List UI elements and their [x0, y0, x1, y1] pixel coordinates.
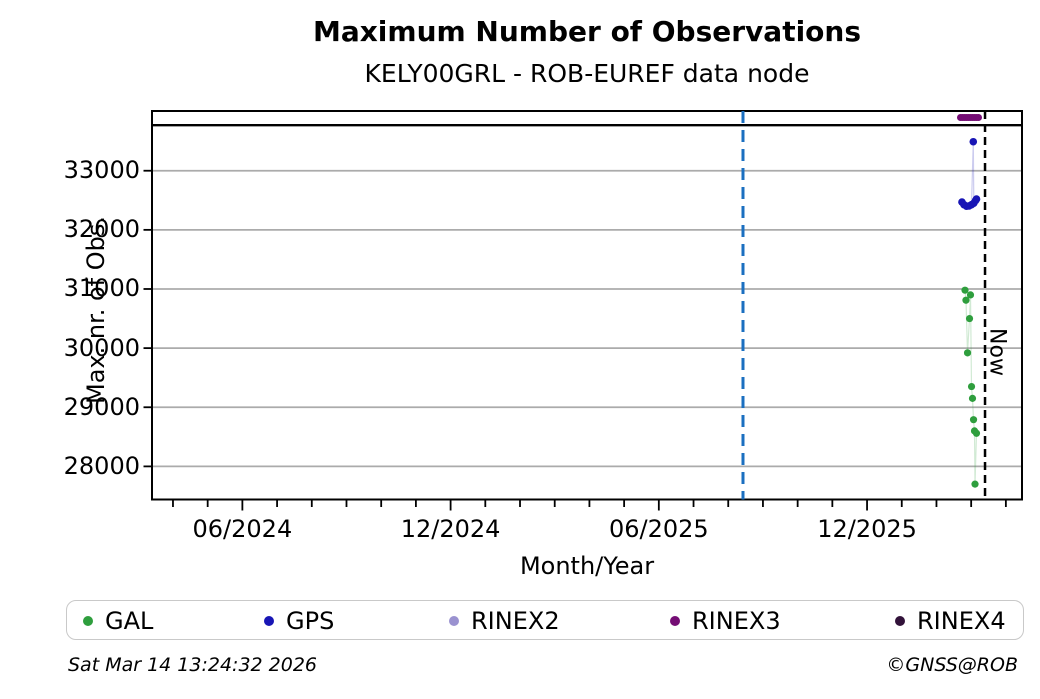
point-gal — [961, 286, 969, 294]
gps-marker-icon — [264, 615, 274, 626]
legend-label: RINEX2 — [471, 606, 560, 635]
legend-item-rinex2: RINEX2 — [449, 600, 560, 641]
now-line-label: Now — [984, 328, 1010, 376]
legend-label: RINEX4 — [917, 606, 1006, 635]
credit: ©GNSS@ROB — [886, 654, 1018, 676]
legend-item-gal: GAL — [83, 600, 153, 641]
point-gps — [969, 137, 978, 146]
point-gal — [971, 480, 979, 488]
rinex2-marker-icon — [449, 615, 459, 626]
point-gal — [969, 416, 978, 424]
y-tick-label: 29000 — [63, 392, 140, 421]
point-gal — [962, 296, 970, 304]
point-gal — [967, 382, 976, 391]
point-gal — [963, 349, 972, 357]
x-axis-title: Month/Year — [519, 552, 655, 580]
legend — [66, 600, 1024, 640]
legend-label: RINEX3 — [692, 606, 781, 635]
legend-label: GPS — [286, 606, 335, 635]
y-tick-label: 32000 — [63, 215, 140, 244]
legend-item-rinex4: RINEX4 — [895, 600, 1006, 641]
x-tick-label: 12/2025 — [817, 515, 917, 543]
axes-frame — [151, 110, 1023, 501]
point-gal — [968, 394, 977, 402]
legend-item-rinex3: RINEX3 — [670, 600, 781, 641]
rinex4-marker-icon — [895, 615, 905, 626]
y-tick-label: 31000 — [63, 274, 140, 303]
x-tick-label: 12/2024 — [400, 515, 501, 543]
gal-marker-icon — [83, 615, 93, 626]
x-tick-label: 06/2025 — [608, 515, 709, 543]
chart-subtitle: KELY00GRL - ROB-EUREF data node — [364, 59, 810, 88]
y-tick-label: 30000 — [63, 333, 140, 362]
rinex3-marker-icon — [670, 615, 680, 626]
legend-item-gps: GPS — [264, 600, 334, 641]
point-rinex3 — [975, 114, 982, 122]
timestamp: Sat Mar 14 13:24:32 2026 — [68, 654, 318, 676]
point-gal — [966, 291, 975, 299]
point-gal — [972, 429, 981, 437]
y-tick-label: 33000 — [63, 156, 140, 185]
legend-label: GAL — [105, 606, 154, 635]
y-axis-title: Max. nr. of Obs. — [82, 215, 110, 405]
chart-title: Maximum Number of Observations — [312, 15, 862, 48]
x-tick-label: 06/2024 — [192, 515, 293, 543]
point-gal — [965, 314, 974, 323]
y-tick-label: 28000 — [63, 451, 140, 480]
point-gps — [972, 195, 981, 203]
